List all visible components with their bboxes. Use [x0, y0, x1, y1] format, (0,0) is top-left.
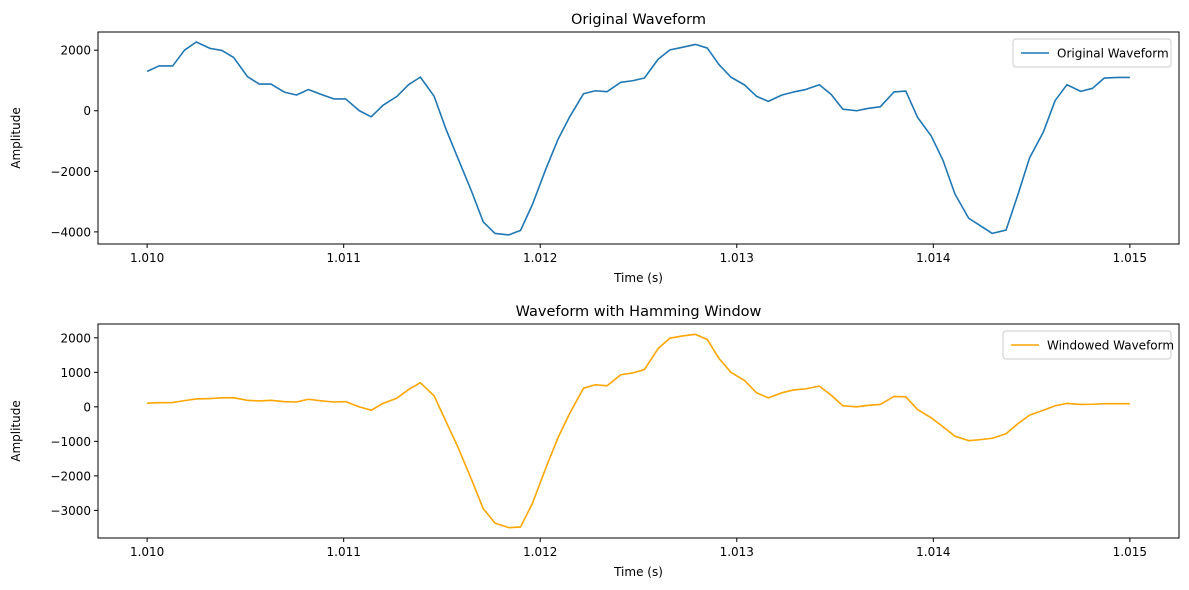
axes-frame [97, 31, 1180, 245]
legend-label: Original Waveform [1057, 47, 1169, 61]
legend-box [1012, 38, 1172, 68]
y-tick-label: −1000 [50, 435, 91, 449]
series-line [147, 333, 1130, 529]
axes-frame [97, 323, 1180, 539]
y-tick-label: −3000 [50, 504, 91, 518]
x-tick-label: 1.015 [1113, 545, 1147, 559]
legend-label: Windowed Waveform [1047, 339, 1174, 353]
y-axis-label: Amplitude [9, 400, 23, 462]
x-tick-label: 1.010 [130, 545, 164, 559]
x-axis-label: Time (s) [613, 565, 663, 579]
chart-original-waveform: 1.010 1.011 1.012 1.013 1.014 1.015 −4000 −2000… [9, 12, 1180, 285]
x-tick-label: 1.011 [327, 545, 361, 559]
y-tick-label: 1000 [60, 366, 91, 380]
y-tick-label: −2000 [50, 165, 91, 179]
chart-title: Waveform with Hamming Window [516, 304, 762, 320]
legend-box [1002, 330, 1172, 360]
y-axis-label: Amplitude [9, 107, 23, 169]
x-tick-label: 1.011 [327, 251, 361, 265]
x-tick-label: 1.014 [916, 545, 950, 559]
x-tick-label: 1.012 [523, 251, 557, 265]
x-tick-label: 1.013 [720, 251, 754, 265]
x-tick-label: 1.015 [1113, 251, 1147, 265]
chart-title: Original Waveform [571, 12, 706, 28]
y-tick-label: 2000 [60, 331, 91, 345]
chart-windowed-waveform: 1.010 1.011 1.012 1.013 1.014 1.015 −3000 −2000… [9, 304, 1180, 579]
legend: Original Waveform [1012, 38, 1172, 68]
x-tick-label: 1.013 [720, 545, 754, 559]
y-tick-label: −4000 [50, 225, 91, 239]
x-tick-label: 1.014 [916, 251, 950, 265]
x-tick-label: 1.010 [130, 251, 164, 265]
y-tick-label: 0 [83, 400, 91, 414]
legend: Windowed Waveform [1002, 330, 1174, 360]
y-tick-label: 2000 [60, 44, 91, 58]
y-tick-label: −2000 [50, 469, 91, 483]
x-tick-label: 1.012 [523, 545, 557, 559]
y-tick-label: 0 [83, 104, 91, 118]
series-line [146, 41, 1130, 236]
x-axis-label: Time (s) [613, 271, 663, 285]
